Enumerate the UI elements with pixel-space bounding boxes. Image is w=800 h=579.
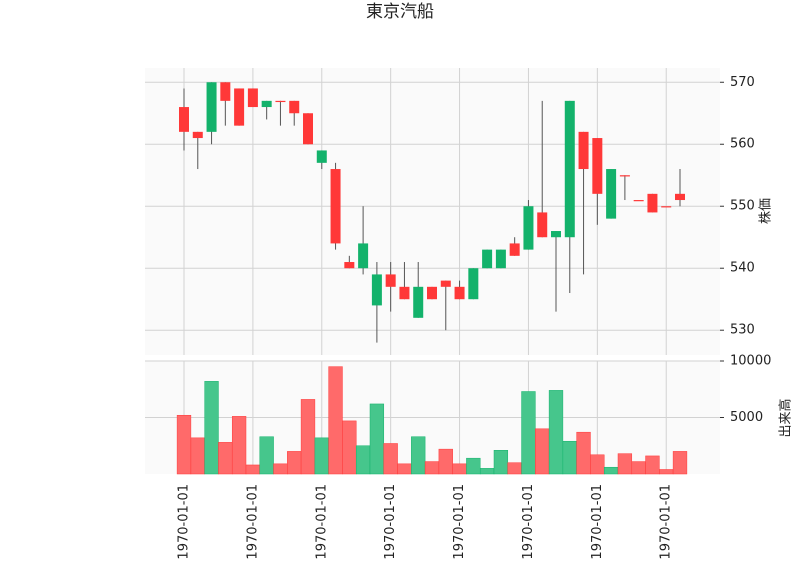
x-tick-label: 1970-01-01 [245,484,260,560]
volume-bar [355,445,371,475]
volume-bar [521,391,536,475]
volume-bar [535,428,550,475]
candle-body [468,268,479,300]
volume-bar [204,381,219,475]
volume-bar [245,464,261,475]
candle-body [261,100,272,108]
y-tick-label: 530 [730,323,755,338]
candle-body [675,193,685,201]
volume-bar [659,469,674,475]
volume-bar [562,440,577,475]
y-tick-label: 540 [730,261,755,276]
candle-body [440,280,451,287]
volume-bar [369,403,385,475]
volume-bar [576,431,591,475]
candle-body [413,286,424,318]
candle-body [344,262,355,269]
candle-body [606,169,617,219]
volume-bar [411,436,426,475]
volume-bar [176,414,192,475]
candle-body [427,286,437,300]
volume-bar [645,455,660,475]
y-tick-label: 570 [730,75,755,90]
candle-body [647,193,658,213]
candle-body [192,131,203,139]
candle-body [619,175,630,177]
volume-bar [507,462,522,475]
x-tick-label: 1970-01-01 [314,484,329,560]
volume-bar [548,390,564,475]
candle-body [592,138,603,194]
volume-bar [218,442,233,475]
volume-bar [466,457,481,475]
candle-body [482,249,493,269]
volume-bar [479,468,495,475]
volume-bar [287,451,302,475]
candle-body [316,150,327,163]
candle-body [537,212,548,238]
price-panel [145,68,720,355]
volume-bar [438,448,453,475]
candle-body [289,100,300,114]
candle-body [564,100,575,238]
candle-body [551,231,561,238]
volume-bar [273,463,288,475]
y2-tick-label: 5000 [730,410,763,425]
x-tick-label: 1970-01-01 [659,484,674,560]
x-tick-label: 1970-01-01 [590,484,605,560]
candle-body [371,274,382,306]
candle-body [358,243,369,269]
y2-tick-label: 10000 [730,354,771,369]
volume-bar [397,463,412,475]
volume-bar [424,461,440,475]
candle-body [385,274,396,287]
volume-bar [452,463,467,475]
candle-body [495,249,506,269]
candle-body [303,113,313,145]
candle-body [206,82,217,132]
volume-bar [590,454,605,475]
candle-body [578,131,589,170]
volume-bar [672,451,688,475]
volume-bar [231,416,247,475]
volume-bar [300,399,316,475]
volume-bar [342,420,357,475]
y-tick-label: 550 [730,199,755,214]
candle-body [454,286,465,300]
volume-bar [383,443,398,475]
candle-body [633,200,644,202]
chart-title: 東京汽船 [366,2,434,22]
candle-body [330,169,341,244]
candle-body [179,107,189,132]
volume-bar [314,437,329,475]
y-axis-label: 株価 [759,198,774,224]
candle-body [523,206,534,250]
candle-body [220,82,231,101]
volume-bar [603,466,619,475]
candle-body [509,243,520,256]
volume-bar [328,366,343,475]
x-tick-label: 1970-01-01 [383,484,398,560]
volume-bar [259,436,274,475]
candle-body [247,88,258,108]
candle-body [399,286,410,300]
candle-body [234,88,245,126]
volume-bar [190,437,205,475]
x-tick-label: 1970-01-01 [521,484,536,560]
x-tick-label: 1970-01-01 [452,484,467,560]
y-tick-label: 560 [730,137,755,152]
volume-bar [631,461,646,475]
x-tick-label: 1970-01-01 [177,484,192,560]
candle-body [275,100,286,103]
y2-axis-label: 出来高 [778,398,794,437]
candle-body [661,206,672,208]
volume-bar [617,453,633,475]
volume-bar [493,450,509,475]
